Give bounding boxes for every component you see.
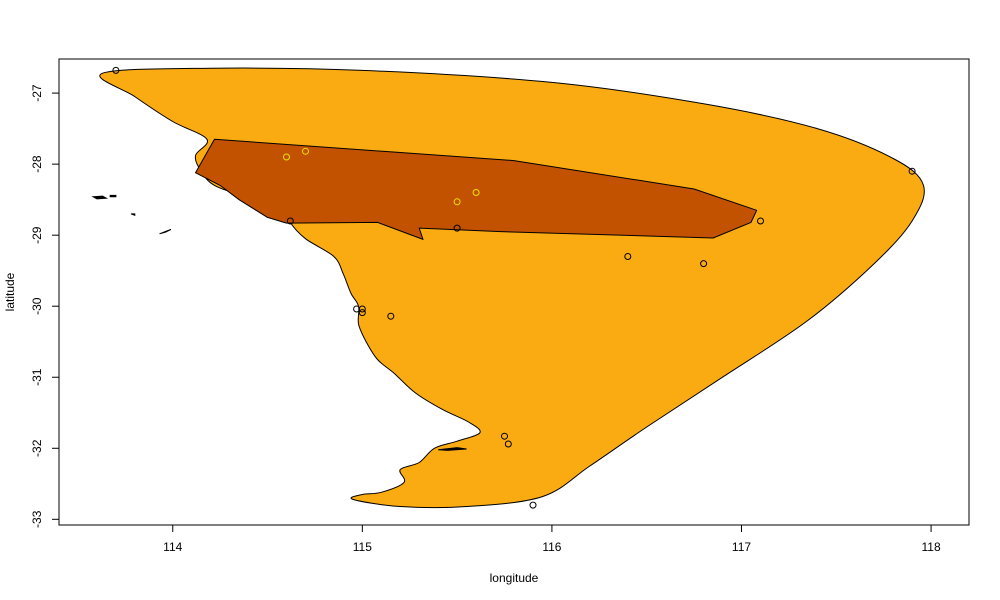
occurrence-points-dark-marker-1 xyxy=(112,66,120,74)
occurrence-points-layer xyxy=(112,66,916,509)
occurrence-points-dark-marker-4 xyxy=(908,167,916,175)
occurrence-points-yellow-marker-2 xyxy=(302,147,309,155)
occurrence-points-yellow-marker-1 xyxy=(283,153,290,161)
occurrence-points-dark-marker-5 xyxy=(757,217,764,225)
island-4 xyxy=(159,229,172,235)
x-tick-label: 114 xyxy=(163,540,182,554)
occurrence-points-dark-marker-3 xyxy=(453,224,461,232)
y-tick-label: -28 xyxy=(30,155,44,173)
y-axis-label: latitude xyxy=(3,272,17,311)
island-3 xyxy=(130,213,136,217)
island-5 xyxy=(438,447,467,451)
occurrence-points-dark-marker-11 xyxy=(358,309,366,317)
occurrence-points-dark-marker-10 xyxy=(387,312,395,320)
x-axis-label: longitude xyxy=(490,571,539,585)
y-tick-label: -32 xyxy=(30,439,44,457)
occurrence-points-dark-marker-14 xyxy=(529,501,537,509)
occurrence-points-dark-marker-12 xyxy=(501,432,508,440)
y-tick-label: -27 xyxy=(30,84,44,102)
occurrence-points-yellow-marker-4 xyxy=(472,189,480,196)
y-axis: -27 -28 -29 -30 -31 -32 -33 xyxy=(30,84,60,528)
occurrence-points-dark-marker-6 xyxy=(624,253,632,260)
occurrence-points-dark-marker-7 xyxy=(700,260,708,268)
x-tick-label: 117 xyxy=(732,540,751,554)
x-tick-label: 118 xyxy=(922,540,941,554)
occurrence-points-dark-marker-9 xyxy=(358,305,366,313)
occurrence-points-yellow-marker-3 xyxy=(453,198,461,206)
x-tick-label: 116 xyxy=(542,540,561,554)
x-axis: 114 115 116 117 118 xyxy=(163,524,941,554)
occurrence-points-dark-marker-2 xyxy=(286,217,294,225)
y-tick-label: -31 xyxy=(30,368,44,386)
outer-range-polygon xyxy=(99,67,925,509)
y-tick-label: -30 xyxy=(30,297,44,315)
y-tick-label: -29 xyxy=(30,226,44,244)
y-tick-label: -33 xyxy=(30,510,44,528)
island-1 xyxy=(91,195,109,200)
occurrence-points-dark-marker-13 xyxy=(504,440,512,448)
island-2 xyxy=(109,194,117,198)
islands-layer xyxy=(91,194,467,451)
x-tick-label: 115 xyxy=(353,540,372,554)
outer-range-layer xyxy=(99,67,925,509)
